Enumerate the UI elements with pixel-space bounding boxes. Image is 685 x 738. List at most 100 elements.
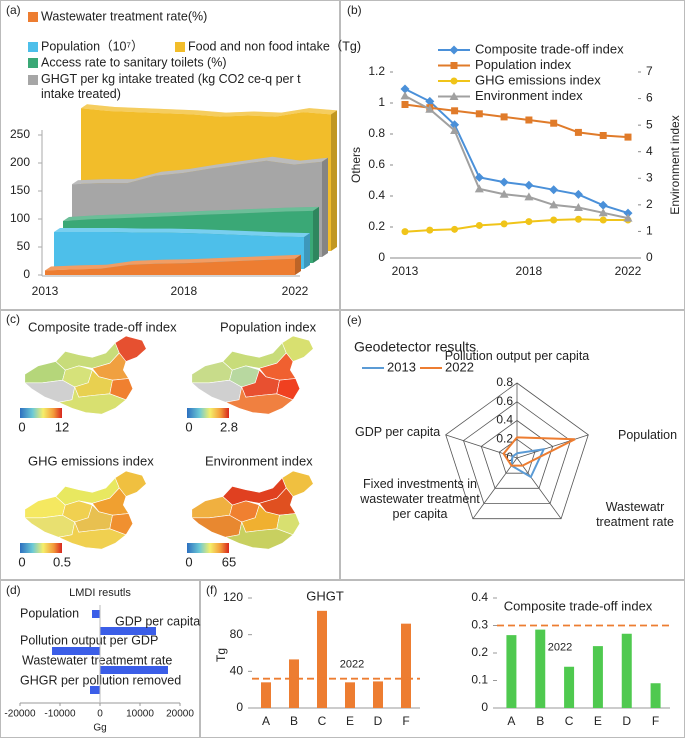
colorbar-label: 0: [185, 419, 192, 434]
y-axis-label: Others: [349, 147, 363, 183]
bar: [621, 633, 632, 708]
y-tick-label: 0: [23, 267, 30, 281]
marker: [598, 208, 608, 217]
panel-label: (b): [347, 3, 362, 17]
marker: [524, 180, 534, 190]
bar: [373, 681, 383, 708]
x-tick-label: F: [402, 714, 409, 728]
legend-swatch: [28, 58, 38, 68]
legend-label: Population index: [475, 57, 572, 72]
radar-axis-label: GDP per capita: [355, 425, 441, 439]
marker: [426, 226, 434, 234]
spoke: [445, 434, 518, 459]
colorbar-label: 12: [55, 419, 69, 434]
y-tick-label: 0.2: [471, 645, 488, 659]
y2-tick-label: 1: [646, 224, 653, 238]
chart-title: Geodetector results: [354, 339, 476, 355]
marker: [524, 192, 534, 201]
marker: [573, 203, 583, 211]
y2-tick-label: 5: [646, 117, 653, 131]
radar-axis-label: Population: [618, 428, 678, 442]
grid-ring: [480, 420, 554, 489]
y2-tick-label: 6: [646, 91, 653, 105]
axis-label-box: Pollution output per capita: [445, 349, 590, 363]
colorbar: [20, 543, 62, 553]
bar: [506, 635, 517, 708]
map-region: [191, 514, 243, 538]
y-tick-label: 0.2: [368, 219, 385, 233]
ribbon-side-shade: [313, 206, 319, 263]
marker: [499, 189, 509, 198]
radar-line: [510, 448, 546, 479]
ribbon-side-shade: [295, 254, 301, 275]
map-region: [24, 379, 76, 403]
marker: [574, 128, 582, 136]
spoke: [472, 457, 518, 519]
colorbar-label: 0.5: [53, 554, 71, 569]
line: [404, 218, 628, 233]
marker: [549, 185, 559, 195]
ribbon-top-shade: [72, 156, 328, 185]
ribbon-top: [81, 104, 337, 117]
marker: [401, 228, 409, 236]
map-region: [57, 385, 127, 415]
y-tick-label: 100: [10, 211, 30, 225]
legend-label: 2013: [387, 359, 416, 374]
x-tick-label: E: [346, 714, 354, 728]
colorbar-label: 0: [18, 554, 25, 569]
map-region: [276, 513, 301, 536]
y2-tick-label: 7: [646, 64, 653, 78]
y2-tick-label: 2: [646, 197, 653, 211]
map-region: [24, 514, 76, 538]
r-tick-label: 0.2: [496, 431, 513, 445]
marker: [451, 107, 459, 115]
x-tick-label: C: [318, 714, 327, 728]
line: [404, 103, 629, 139]
marker: [450, 126, 460, 134]
y-tick-label: 0: [378, 250, 385, 264]
y-tick-label: 150: [10, 183, 30, 197]
marker: [623, 213, 633, 222]
y-tick-label: 1: [378, 95, 385, 109]
y-tick-label: 0.8: [368, 126, 385, 140]
x-tick-label: -10000: [44, 709, 76, 720]
y-tick-label: 0.4: [368, 188, 385, 202]
reference-label: 2022: [340, 659, 364, 671]
legend-swatch: [28, 75, 38, 85]
radar-axis-label: Fixed investments in wastewater treatmen…: [360, 477, 480, 521]
ribbon-side: [295, 254, 301, 275]
x-tick-label: C: [565, 714, 574, 728]
bar: [261, 682, 271, 708]
y-tick-label: 0: [236, 700, 243, 714]
ribbon-top: [45, 254, 301, 271]
bar: [92, 610, 100, 618]
marker: [474, 184, 484, 193]
y-axis-label: Tg: [214, 648, 228, 662]
legend-label: Population（10⁷）: [41, 39, 144, 53]
marker: [474, 172, 484, 182]
category-label: Pollution output per GDP: [20, 633, 158, 647]
y-tick-label: 0.6: [368, 157, 385, 171]
grid-ring: [498, 438, 536, 474]
axis-label-box: Population: [618, 428, 678, 442]
marker: [525, 218, 533, 226]
ribbon-side: [304, 233, 310, 269]
marker: [500, 220, 508, 228]
x-tick-label: D: [374, 714, 383, 728]
legend-label-box: GHGT per kg intake treated (kg CO2 ce-q …: [41, 72, 301, 101]
y-tick-label: 0.4: [471, 590, 488, 604]
category-label: Wastewater treatmemt rate: [22, 653, 172, 667]
colorbar-label: 65: [222, 554, 236, 569]
ribbon-side-shade: [322, 157, 328, 257]
line: [404, 88, 629, 215]
map-region: [276, 378, 301, 401]
marker: [573, 189, 583, 199]
marker: [425, 96, 435, 106]
map-title: Environment index: [205, 453, 313, 468]
ribbon-top: [63, 206, 319, 221]
legend-swatch: [28, 42, 38, 52]
panel-label: (c): [6, 312, 20, 326]
area: [45, 258, 295, 275]
y2-tick-label: 3: [646, 170, 653, 184]
